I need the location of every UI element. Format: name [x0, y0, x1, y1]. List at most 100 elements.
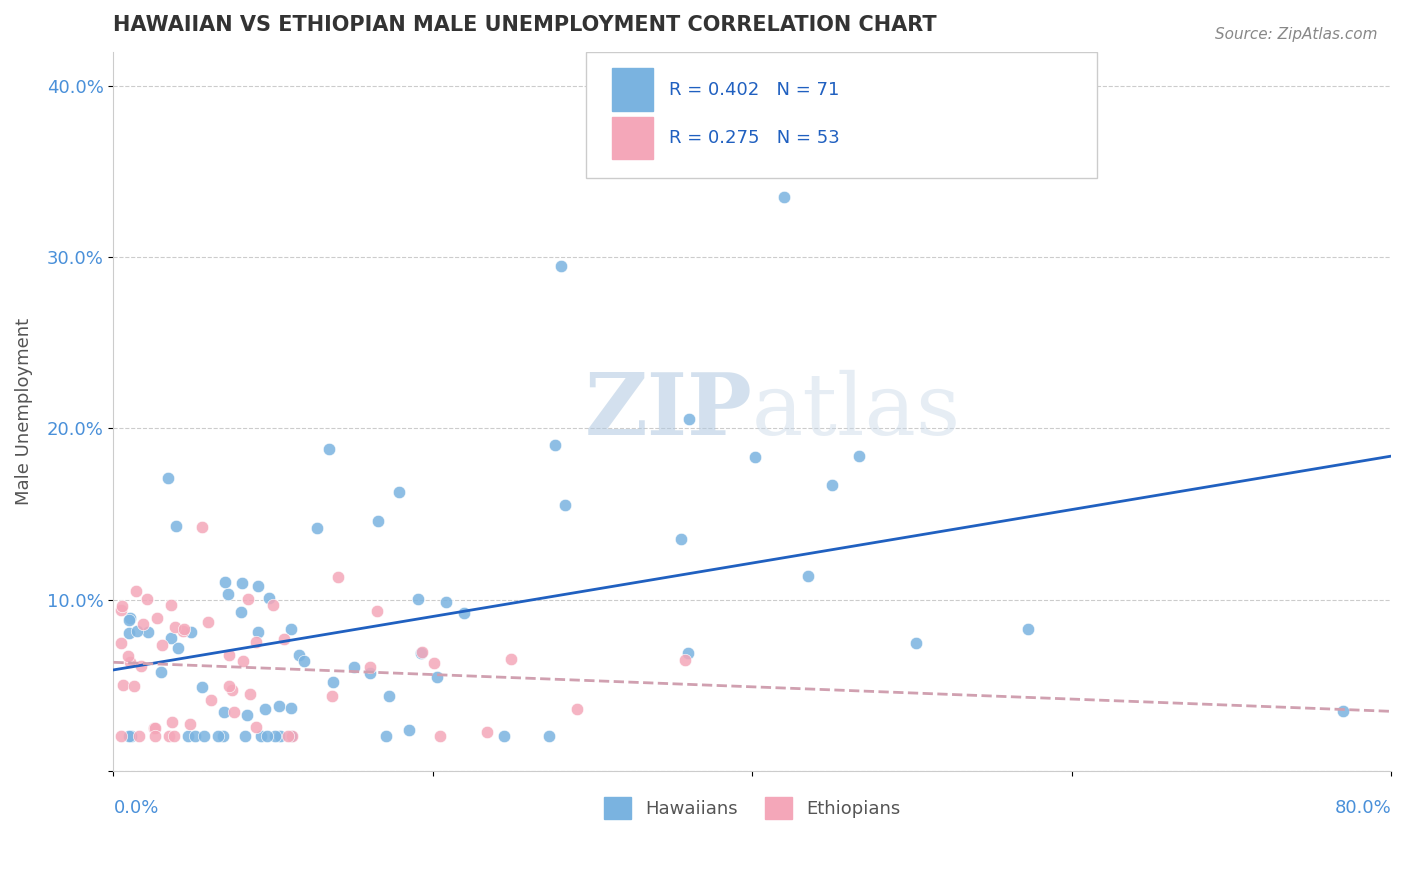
Point: [377, 690, 399, 704]
Point: [236, 592, 259, 607]
Point: [264, 730, 287, 744]
Point: [143, 730, 166, 744]
Point: [554, 498, 576, 512]
Point: [118, 610, 141, 624]
Point: [359, 665, 381, 680]
Point: [110, 603, 132, 617]
Point: [1017, 622, 1039, 636]
Text: HAWAIIAN VS ETHIOPIAN MALE UNEMPLOYMENT CORRELATION CHART: HAWAIIAN VS ETHIOPIAN MALE UNEMPLOYMENT …: [114, 15, 938, 35]
Point: [165, 519, 187, 533]
Point: [136, 625, 159, 640]
Point: [159, 598, 181, 612]
Point: [132, 616, 155, 631]
Point: [307, 521, 329, 535]
FancyBboxPatch shape: [612, 69, 652, 111]
Text: R = 0.275   N = 53: R = 0.275 N = 53: [669, 129, 839, 147]
Point: [179, 717, 201, 731]
Point: [191, 519, 214, 533]
Point: [676, 646, 699, 660]
Point: [367, 514, 389, 528]
Point: [118, 655, 141, 669]
Point: [262, 599, 284, 613]
Point: [193, 730, 215, 744]
Point: [217, 587, 239, 601]
Point: [162, 714, 184, 729]
Point: [150, 639, 173, 653]
Point: [239, 686, 262, 700]
Point: [146, 611, 169, 625]
Point: [797, 569, 820, 583]
Point: [150, 665, 173, 680]
Point: [287, 648, 309, 662]
Point: [426, 670, 449, 684]
Point: [235, 707, 257, 722]
Point: [191, 680, 214, 694]
Point: [118, 730, 141, 744]
Point: [218, 648, 240, 662]
Point: [200, 692, 222, 706]
Point: [322, 675, 344, 690]
Point: [165, 620, 187, 634]
Point: [207, 730, 229, 744]
Point: [214, 705, 236, 719]
Point: [118, 613, 141, 627]
Point: [129, 659, 152, 673]
Point: [273, 632, 295, 647]
Point: [157, 471, 180, 485]
Point: [1331, 704, 1354, 718]
Point: [269, 699, 291, 714]
Point: [429, 730, 451, 744]
Point: [374, 730, 396, 744]
Point: [669, 532, 692, 546]
Point: [163, 730, 186, 744]
Point: [110, 599, 132, 614]
Legend: Hawaiians, Ethiopians: Hawaiians, Ethiopians: [596, 790, 908, 826]
Point: [110, 636, 132, 650]
Point: [328, 569, 350, 583]
Point: [136, 592, 159, 607]
Point: [848, 449, 870, 463]
Point: [567, 702, 589, 716]
Point: [143, 721, 166, 735]
Point: [231, 576, 253, 591]
Point: [211, 730, 233, 744]
Point: [218, 679, 240, 693]
Point: [411, 645, 433, 659]
Point: [277, 730, 299, 744]
Point: [157, 730, 180, 744]
Point: [269, 730, 291, 744]
Point: [125, 624, 148, 638]
Point: [110, 730, 132, 744]
Point: [233, 730, 256, 744]
Point: [406, 592, 429, 607]
Point: [434, 595, 457, 609]
Point: [492, 730, 515, 744]
Point: [229, 605, 252, 619]
Point: [398, 723, 420, 737]
Point: [246, 579, 269, 593]
Text: R = 0.402   N = 71: R = 0.402 N = 71: [669, 81, 839, 99]
Point: [388, 485, 411, 500]
Point: [675, 652, 697, 666]
FancyBboxPatch shape: [586, 52, 1097, 178]
Point: [232, 654, 254, 668]
Point: [125, 583, 148, 598]
Point: [550, 259, 572, 273]
Point: [177, 730, 200, 744]
Point: [172, 624, 194, 639]
Point: [111, 678, 134, 692]
Point: [160, 631, 183, 645]
Point: [256, 730, 278, 744]
Y-axis label: Male Unemployment: Male Unemployment: [15, 318, 32, 505]
Point: [678, 412, 700, 426]
Point: [221, 682, 243, 697]
Point: [184, 730, 207, 744]
Point: [359, 660, 381, 674]
Point: [544, 438, 567, 452]
Text: ZIP: ZIP: [585, 369, 752, 453]
Point: [120, 730, 142, 744]
Point: [453, 606, 475, 620]
Text: Source: ZipAtlas.com: Source: ZipAtlas.com: [1215, 27, 1378, 42]
FancyBboxPatch shape: [612, 117, 652, 159]
Point: [318, 442, 340, 456]
